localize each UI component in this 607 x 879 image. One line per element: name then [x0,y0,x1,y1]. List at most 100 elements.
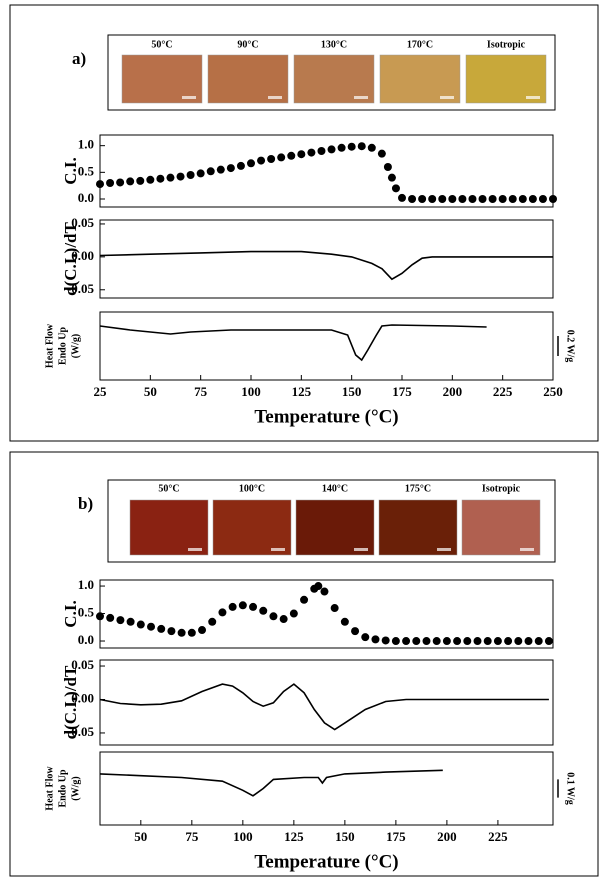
point [300,595,309,604]
x-tick-label: 125 [292,384,312,399]
x-tick-label: 200 [437,829,457,844]
y-tick-label: 1.0 [78,577,94,592]
point [408,195,417,203]
scale-bar-label: 0.2 W/g [565,330,576,363]
point [198,626,207,635]
x-tick-label: 75 [194,384,208,399]
point [398,193,406,202]
point [136,176,145,185]
plot-frame [99,751,554,826]
point [391,637,400,646]
x-tick-label: 25 [94,384,108,399]
point [277,153,286,162]
x-tick-label: 125 [284,829,304,844]
micrograph-scale-bar [520,548,534,551]
y-tick-label: 0.00 [71,690,94,705]
point [228,602,237,611]
point [478,195,487,203]
micrograph-frame [107,479,556,563]
point [377,149,386,158]
y-tick-label: 0.5 [78,605,95,620]
y-tick-label: 0.05 [71,215,94,230]
y-axis-label: Endo Up [57,327,68,366]
point [458,195,467,203]
x-tick-label: 150 [342,384,362,399]
y-axis-label: (W/g) [70,776,81,800]
micrograph [207,54,289,104]
plot-frame [99,311,554,381]
panel-frame [9,451,599,877]
point [218,608,227,617]
point [196,169,205,178]
point [249,602,258,611]
point [156,174,165,183]
point [442,637,451,646]
micrograph-scale-bar [354,96,368,99]
micrograph [212,499,292,556]
point [463,637,472,646]
y-axis-label: d(C.I.)/dT [61,665,80,739]
micrograph [465,54,547,104]
micrograph-scale-bar [271,548,285,551]
point [504,637,513,646]
point [483,637,492,646]
point [279,615,288,624]
point [126,617,135,626]
point [287,151,296,160]
point [146,175,155,184]
y-axis-label: Endo Up [57,769,68,808]
point [259,606,268,615]
point [418,195,427,203]
point [438,195,447,203]
point [402,637,411,646]
x-axis-label: Temperature (°C) [254,406,398,427]
point [468,195,477,203]
point [267,155,276,163]
point [257,156,266,165]
micrograph-label: Isotropic [482,483,521,494]
micrograph-scale-bar [440,96,454,99]
point [549,195,557,203]
micrograph [378,499,458,556]
micrograph-scale-bar [437,548,451,551]
point [96,612,104,621]
y-axis-label: C.I. [61,157,80,184]
point [216,165,225,174]
line [99,769,443,797]
micrograph-scale-bar [182,96,196,99]
point [361,633,370,642]
point [247,159,255,168]
point [528,195,537,203]
point [289,609,298,618]
point [106,179,115,187]
x-axis-label: Temperature (°C) [254,851,398,872]
x-tick-label: 150 [335,829,355,844]
micrograph [121,54,203,104]
point [391,184,400,193]
point [238,601,247,610]
y-axis-label: C.I. [61,600,80,627]
micrograph [379,54,461,104]
y-tick-label: 0.5 [78,163,95,178]
point [269,612,278,621]
micrograph [293,54,375,104]
point [340,617,349,626]
micrograph-label: 90°C [237,39,258,50]
point [514,637,523,646]
line [99,324,487,362]
x-tick-label: 175 [392,384,412,399]
point [534,637,543,646]
panel-frame [9,4,599,442]
point [367,143,376,152]
point [314,582,323,591]
y-tick-label: 1.0 [78,137,94,152]
micrograph-label: 175°C [405,483,431,494]
plot-frame [99,219,554,299]
point [422,637,431,646]
point [297,150,306,159]
point [387,173,396,182]
point [493,637,502,646]
point [327,145,336,154]
point [187,628,196,637]
